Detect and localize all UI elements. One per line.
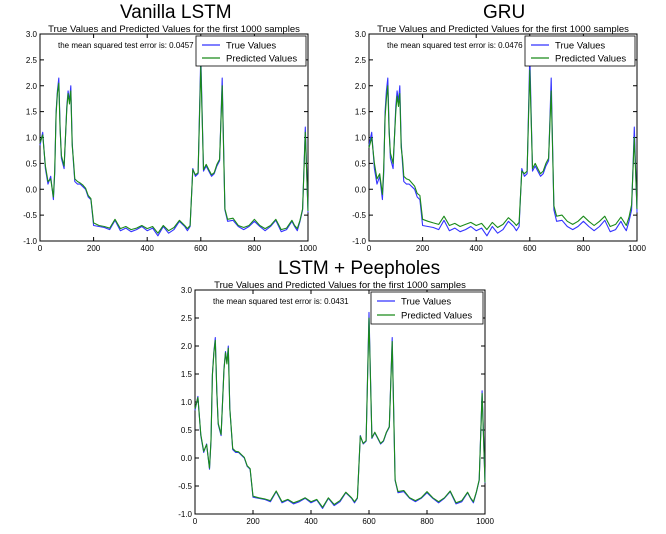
- x-tick-label: 400: [141, 244, 155, 253]
- panel-lstm-peepholes: LSTM + Peepholes True Values and Predict…: [160, 258, 506, 529]
- chart-title: True Values and Predicted Values for the…: [214, 280, 466, 291]
- x-tick-label: 1000: [299, 244, 317, 253]
- chart-title: True Values and Predicted Values for the…: [377, 24, 629, 35]
- chart-title: True Values and Predicted Values for the…: [48, 24, 300, 35]
- y-tick-label: 2.5: [26, 56, 38, 65]
- plot-area: [368, 33, 638, 242]
- y-tick-label: 3.0: [26, 30, 38, 39]
- y-tick-label: 0.0: [181, 454, 193, 463]
- y-tick-label: -1.0: [178, 510, 192, 519]
- x-tick-label: 200: [246, 517, 260, 526]
- mse-annotation: the mean squared test error is: 0.0431: [213, 297, 349, 306]
- y-tick-label: 1.5: [181, 370, 193, 379]
- chart-vanilla-lstm: True Values and Predicted Values for the…: [23, 24, 317, 253]
- x-tick-label: 1000: [476, 517, 494, 526]
- panel-vanilla-lstm: Vanilla LSTM True Values and Predicted V…: [0, 0, 333, 262]
- x-tick-label: 200: [416, 244, 430, 253]
- y-tick-label: 0.0: [26, 185, 38, 194]
- y-tick-label: 1.0: [355, 134, 367, 143]
- y-tick-label: 0.5: [26, 159, 38, 168]
- x-tick-label: 0: [193, 517, 198, 526]
- y-tick-label: 2.0: [26, 82, 38, 91]
- panel-heading: LSTM + Peepholes: [278, 258, 441, 279]
- plot-area: [194, 289, 486, 515]
- legend-box: [524, 35, 636, 67]
- legend-label: Predicted Values: [401, 311, 472, 322]
- y-tick-label: -1.0: [23, 237, 37, 246]
- panel-heading: GRU: [483, 2, 526, 23]
- x-tick-label: 800: [420, 517, 434, 526]
- y-tick-label: 0.0: [355, 185, 367, 194]
- legend-label: Predicted Values: [555, 54, 626, 65]
- x-tick-label: 600: [194, 244, 208, 253]
- y-tick-label: -0.5: [352, 211, 366, 220]
- mse-annotation: the mean squared test error is: 0.0457: [58, 41, 194, 50]
- y-tick-label: 1.0: [181, 398, 193, 407]
- x-tick-label: 800: [248, 244, 262, 253]
- x-tick-label: 400: [304, 517, 318, 526]
- y-tick-label: 3.0: [181, 286, 193, 295]
- x-tick-label: 200: [87, 244, 101, 253]
- y-tick-label: 3.0: [355, 30, 367, 39]
- y-tick-label: -0.5: [23, 211, 37, 220]
- series-line-predicted-values: [194, 317, 486, 508]
- plot-area: [39, 33, 309, 242]
- y-tick-label: -0.5: [178, 482, 192, 491]
- y-tick-label: 0.5: [355, 159, 367, 168]
- y-tick-label: 1.0: [26, 134, 38, 143]
- chart-gru: True Values and Predicted Values for the…: [352, 24, 646, 253]
- x-tick-label: 0: [367, 244, 372, 253]
- legend-label: Predicted Values: [226, 54, 297, 65]
- x-tick-label: 400: [470, 244, 484, 253]
- panel-gru: GRU True Values and Predicted Values for…: [333, 0, 666, 262]
- x-tick-label: 1000: [628, 244, 646, 253]
- series-line-predicted-values: [39, 64, 309, 234]
- y-tick-label: 1.5: [355, 108, 367, 117]
- x-tick-label: 600: [362, 517, 376, 526]
- legend-label: True Values: [555, 41, 605, 52]
- x-tick-label: 0: [38, 244, 43, 253]
- legend-label: True Values: [401, 297, 451, 308]
- legend-label: True Values: [226, 41, 276, 52]
- y-tick-label: 0.5: [181, 426, 193, 435]
- x-tick-label: 600: [523, 244, 537, 253]
- y-tick-label: 2.5: [181, 314, 193, 323]
- mse-annotation: the mean squared test error is: 0.0476: [387, 41, 523, 50]
- y-tick-label: -1.0: [352, 237, 366, 246]
- series-line-predicted-values: [368, 69, 638, 231]
- x-tick-label: 800: [577, 244, 591, 253]
- y-tick-label: 2.0: [355, 82, 367, 91]
- legend-box: [195, 35, 307, 67]
- chart-lstm-peepholes: True Values and Predicted Values for the…: [178, 280, 494, 526]
- y-tick-label: 2.0: [181, 342, 193, 351]
- panel-heading: Vanilla LSTM: [120, 2, 232, 23]
- y-tick-label: 1.5: [26, 108, 38, 117]
- legend-box: [370, 291, 484, 325]
- y-tick-label: 2.5: [355, 56, 367, 65]
